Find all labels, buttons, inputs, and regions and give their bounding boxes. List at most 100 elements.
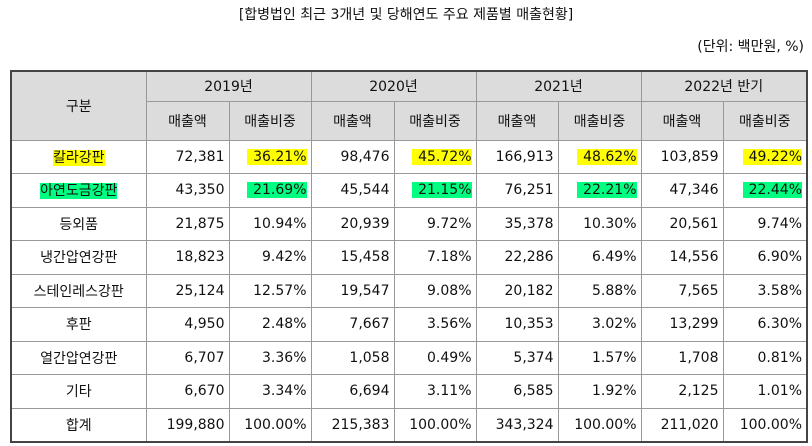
subcolumn-header: 매출비중 <box>228 100 312 141</box>
cell-value: 100.00% <box>244 416 307 433</box>
row-label-text: 냉간압연강판 <box>40 250 118 267</box>
sales-cell: 15,458 <box>310 240 395 275</box>
share-cell: 3.11% <box>393 374 477 409</box>
data-row: 합계 199,880 100.00% 215,383 100.00% 343,324 100… <box>10 407 808 442</box>
cell-value: 5,374 <box>513 349 554 366</box>
share-cell: 36.21% <box>228 139 312 174</box>
sales-cell: 20,939 <box>310 206 395 241</box>
row-label: 칼라강판 <box>10 139 147 174</box>
sales-cell: 19,547 <box>310 273 395 308</box>
sales-cell: 43,350 <box>145 173 230 208</box>
row-label-text: 합계 <box>65 417 92 434</box>
cell-value: 10.30% <box>583 215 637 232</box>
sales-cell: 343,324 <box>475 407 559 442</box>
cell-value: 13,299 <box>669 316 719 333</box>
unit-note: (단위: 백만원, %) <box>697 39 804 55</box>
cell-value: 20,939 <box>340 215 390 232</box>
cell-value: 3.58% <box>757 282 802 299</box>
cell-value: 76,251 <box>504 182 554 199</box>
row-label-text: 스테인레스강판 <box>33 283 124 300</box>
share-cell: 9.42% <box>228 240 312 275</box>
sales-cell: 1,708 <box>640 340 724 375</box>
cell-value: 48.62% <box>577 148 637 165</box>
row-label: 스테인레스강판 <box>10 273 147 308</box>
row-label: 아연도금강판 <box>10 173 147 208</box>
row-label-text: 열간압연강판 <box>40 350 118 367</box>
row-label: 기타 <box>10 374 147 409</box>
cell-value: 7,565 <box>678 282 719 299</box>
cell-value: 3.02% <box>592 316 637 333</box>
cell-value: 98,476 <box>340 148 390 165</box>
cell-value: 9.74% <box>757 215 802 232</box>
cell-value: 22.21% <box>577 182 637 199</box>
cell-value: 6.49% <box>592 249 637 266</box>
cell-value: 45.72% <box>412 148 472 165</box>
data-row: 아연도금강판 43,350 21.69% 45,544 21.15% 76,251 22.2… <box>10 173 808 208</box>
share-cell: 9.08% <box>393 273 477 308</box>
data-row: 칼라강판 72,381 36.21% 98,476 45.72% 166,913 48.62… <box>10 139 808 174</box>
cell-value: 22,286 <box>504 249 554 266</box>
cell-value: 21.69% <box>247 182 307 199</box>
sales-cell: 25,124 <box>145 273 230 308</box>
sales-cell: 18,823 <box>145 240 230 275</box>
corner-header: 구분 <box>10 70 147 141</box>
share-cell: 0.49% <box>393 340 477 375</box>
period-header: 2020년 <box>310 70 477 102</box>
cell-value: 47,346 <box>669 182 719 199</box>
sales-cell: 7,667 <box>310 307 395 342</box>
cell-value: 6,670 <box>184 383 225 400</box>
cell-value: 25,124 <box>175 282 225 299</box>
cell-value: 12.57% <box>253 282 307 299</box>
share-cell: 100.00% <box>393 407 477 442</box>
cell-value: 1.01% <box>757 383 802 400</box>
row-label: 냉간압연강판 <box>10 240 147 275</box>
cell-value: 1.57% <box>592 349 637 366</box>
subcolumn-header: 매출비중 <box>557 100 642 141</box>
row-label-text: 아연도금강판 <box>40 183 118 200</box>
cell-value: 49.22% <box>742 148 802 165</box>
share-cell: 5.88% <box>557 273 642 308</box>
sales-cell: 215,383 <box>310 407 395 442</box>
share-cell: 22.21% <box>557 173 642 208</box>
cell-value: 0.81% <box>757 349 802 366</box>
cell-value: 215,383 <box>331 416 390 433</box>
cell-value: 36.21% <box>247 148 307 165</box>
sales-cell: 14,556 <box>640 240 724 275</box>
sales-cell: 1,058 <box>310 340 395 375</box>
share-cell: 6.90% <box>722 240 808 275</box>
row-label-text: 칼라강판 <box>52 149 105 166</box>
cell-value: 100.00% <box>739 416 802 433</box>
cell-value: 15,458 <box>340 249 390 266</box>
sales-cell: 103,859 <box>640 139 724 174</box>
cell-value: 343,324 <box>495 416 554 433</box>
cell-value: 100.00% <box>409 416 472 433</box>
sales-cell: 72,381 <box>145 139 230 174</box>
cell-value: 1,058 <box>349 349 390 366</box>
share-cell: 22.44% <box>722 173 808 208</box>
share-cell: 6.30% <box>722 307 808 342</box>
data-row: 후판 4,950 2.48% 7,667 3.56% 10,353 3.02% 13,299 6… <box>10 307 808 342</box>
share-cell: 3.58% <box>722 273 808 308</box>
cell-value: 10.94% <box>253 215 307 232</box>
title: [합병법인 최근 3개년 및 당해연도 주요 제품별 매출현황] <box>238 7 574 23</box>
cell-value: 6,707 <box>184 349 225 366</box>
subcolumn-header: 매출액 <box>640 100 724 141</box>
sales-cell: 6,670 <box>145 374 230 409</box>
cell-value: 10,353 <box>504 316 554 333</box>
share-cell: 3.02% <box>557 307 642 342</box>
cell-value: 14,556 <box>669 249 719 266</box>
data-row: 열간압연강판 6,707 3.36% 1,058 0.49% 5,374 1.57% 1,70… <box>10 340 808 375</box>
subcolumn-header: 매출액 <box>310 100 395 141</box>
share-cell: 6.49% <box>557 240 642 275</box>
cell-value: 3.34% <box>262 383 307 400</box>
cell-value: 166,913 <box>495 148 554 165</box>
sales-cell: 13,299 <box>640 307 724 342</box>
row-label-text: 후판 <box>65 317 92 334</box>
cell-value: 21,875 <box>175 215 225 232</box>
sales-cell: 2,125 <box>640 374 724 409</box>
cell-value: 1,708 <box>678 349 719 366</box>
sales-cell: 6,585 <box>475 374 559 409</box>
cell-value: 72,381 <box>175 148 225 165</box>
share-cell: 100.00% <box>557 407 642 442</box>
cell-value: 18,823 <box>175 249 225 266</box>
